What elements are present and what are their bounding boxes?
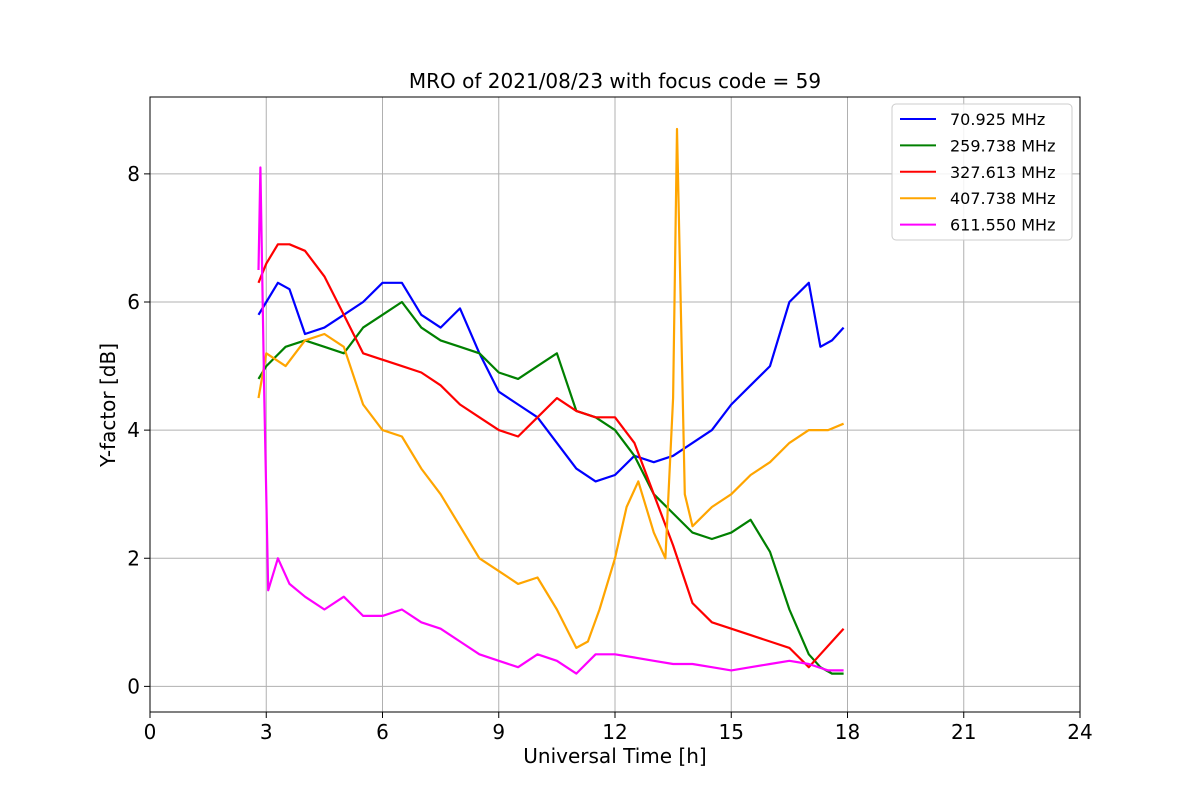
legend-label: 327.613 MHz: [950, 163, 1055, 182]
x-axis-title: Universal Time [h]: [523, 744, 706, 768]
legend-label: 70.925 MHz: [950, 110, 1045, 129]
y-tick-label: 4: [127, 418, 140, 442]
x-tick-label: 9: [492, 720, 505, 744]
chart-title: MRO of 2021/08/23 with focus code = 59: [409, 69, 821, 93]
x-tick-label: 0: [144, 720, 157, 744]
y-tick-label: 6: [127, 290, 140, 314]
y-tick-label: 0: [127, 674, 140, 698]
x-tick-label: 6: [376, 720, 389, 744]
y-tick-label: 8: [127, 162, 140, 186]
x-tick-label: 24: [1067, 720, 1092, 744]
legend-label: 259.738 MHz: [950, 136, 1055, 155]
series-line-1: [257, 300, 844, 675]
x-tick-label: 3: [260, 720, 273, 744]
y-axis-title: Y-factor [dB]: [96, 343, 120, 468]
legend-label: 611.550 MHz: [950, 216, 1055, 235]
legend-label: 407.738 MHz: [950, 189, 1055, 208]
series-lines: [257, 127, 845, 675]
x-tick-label: 21: [951, 720, 976, 744]
legend: 70.925 MHz 259.738 MHz 327.613 MHz 407.738 …: [891, 103, 1073, 241]
series-line-4: [257, 166, 844, 675]
series-line-3: [257, 127, 845, 650]
y-tick-label: 2: [127, 546, 140, 570]
series-line-2: [257, 243, 845, 669]
x-tick-label: 12: [602, 720, 627, 744]
x-tick-label: 18: [835, 720, 860, 744]
legend-box: [891, 103, 1073, 241]
series-line-0: [257, 281, 845, 483]
x-tick-label: 15: [719, 720, 744, 744]
